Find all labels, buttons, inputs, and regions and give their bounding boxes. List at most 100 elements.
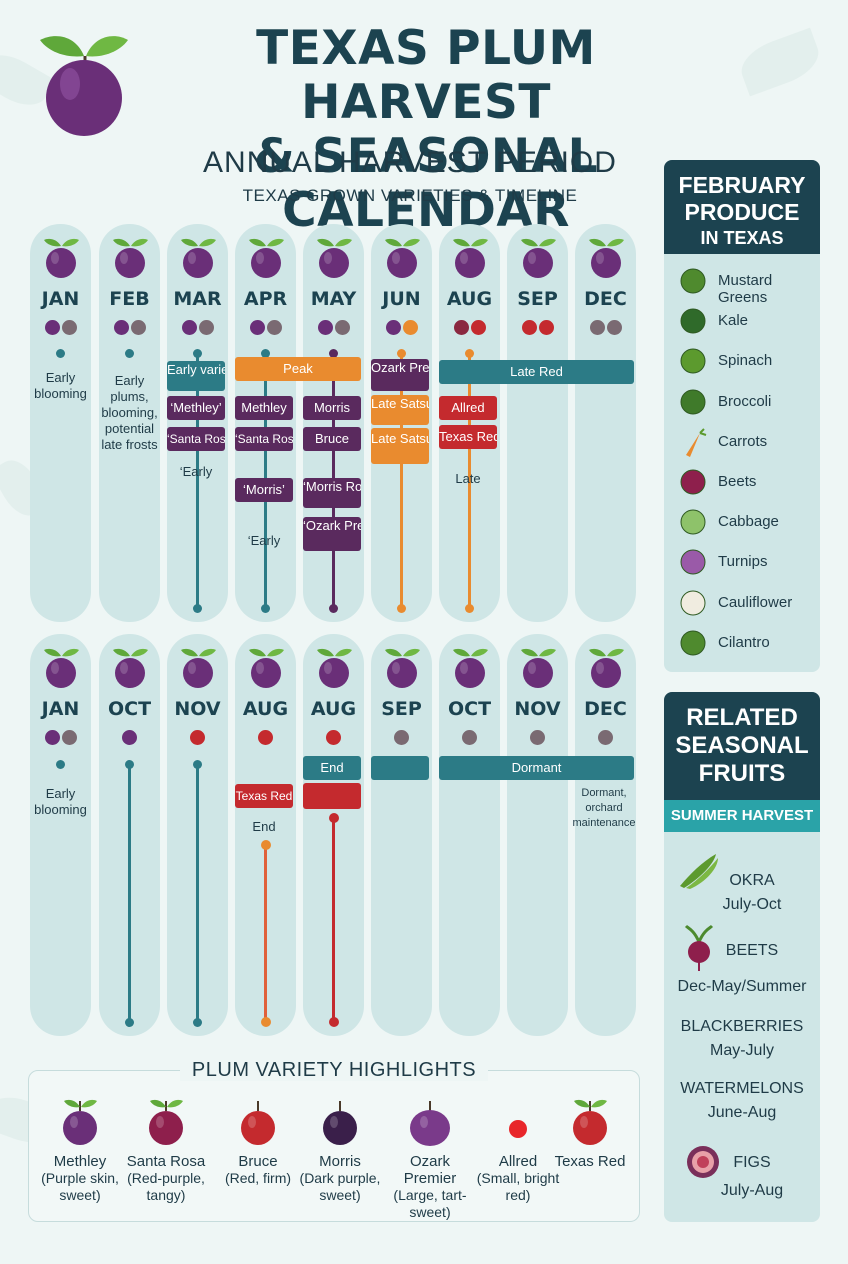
variety-plum-icon — [149, 1099, 183, 1145]
produce-label: Spinach — [718, 352, 773, 370]
timeline-end-dot — [465, 603, 474, 613]
plum-icon — [385, 238, 420, 278]
feb-title-1: FEBRUARY — [678, 172, 806, 198]
variety-item: Methley (Purple skin, sweet) — [35, 1095, 125, 1204]
plum-icon — [521, 648, 556, 688]
produce-label: Cilantro — [718, 633, 770, 651]
tag-peak: Peak — [235, 357, 361, 381]
related-blackberries-season: May-July — [709, 1042, 774, 1059]
related-okra-season: July-Oct — [722, 896, 782, 913]
related-title-1: RELATED — [686, 704, 798, 731]
produce-label: Broccoli — [718, 392, 772, 410]
month-label: DEC — [584, 698, 627, 720]
plum-icon — [589, 648, 624, 688]
variety-dot — [334, 320, 350, 335]
variety-dots — [30, 730, 91, 750]
tag-sep-teal — [371, 756, 429, 780]
tag-early-varieties: Early varieties — [167, 361, 225, 391]
variety-title-text: PLUM VARIETY HIGHLIGHTS — [179, 1059, 489, 1081]
month-label: NOV — [514, 698, 561, 720]
variety-name: Allred — [498, 1153, 538, 1170]
feb-produce-item: Kale — [678, 302, 818, 338]
variety-dots — [507, 730, 568, 750]
february-panel-header: FEBRUARY PRODUCE IN TEXAS — [664, 160, 820, 254]
produce-icon — [680, 509, 706, 535]
variety-dot — [589, 320, 605, 335]
timeline-dot — [56, 759, 65, 769]
tag-ozark-premier: Ozark Premier — [371, 359, 429, 391]
variety-dot — [181, 320, 197, 335]
plum-icon — [113, 648, 148, 688]
variety-dots — [167, 730, 228, 750]
variety-description: (Small, bright red) — [476, 1170, 560, 1203]
variety-dot — [130, 320, 146, 335]
variety-dot — [538, 320, 554, 335]
background-leaf — [734, 27, 826, 97]
variety-item: Allred (Small, bright red) — [473, 1095, 563, 1204]
timeline-dot — [261, 348, 270, 358]
timeline-line-aug-1 — [264, 845, 267, 1022]
variety-dot — [113, 320, 129, 335]
tag-morris: Morris — [303, 396, 361, 420]
variety-highlights-title: PLUM VARIETY HIGHLIGHTS — [29, 1059, 639, 1082]
variety-item: Bruce (Red, firm) — [213, 1095, 303, 1187]
produce-icon — [680, 348, 706, 374]
variety-dots — [235, 320, 296, 340]
timeline-line-oct — [128, 764, 131, 1022]
variety-dots — [235, 730, 296, 750]
timeline-end-dot — [261, 603, 270, 613]
produce-label: Kale — [718, 312, 749, 330]
produce-icon — [680, 469, 706, 495]
related-blackberries-name: BLACKBERRIES — [680, 1018, 804, 1035]
timeline-end-dot — [260, 1017, 271, 1027]
variety-plum-icon — [323, 1101, 357, 1145]
variety-dot — [317, 320, 333, 335]
plum-icon — [44, 648, 79, 688]
produce-label: Mustard Greens — [718, 272, 773, 306]
month-column-row2-nov: NOV — [507, 634, 568, 1036]
note-aug-end: End — [252, 819, 276, 834]
variety-name: Morris — [319, 1153, 361, 1170]
plum-icon — [317, 238, 352, 278]
produce-label: Cabbage — [718, 513, 779, 531]
variety-dot — [258, 730, 273, 745]
plum-icon — [113, 238, 148, 278]
variety-dots — [167, 320, 228, 340]
variety-item: Santa Rosa (Red-purple, tangy) — [121, 1095, 211, 1204]
tag-allred: Allred — [439, 396, 497, 420]
variety-dot — [198, 320, 214, 335]
month-label: AUG — [310, 698, 357, 720]
note-mar-early: ‘Early — [179, 464, 213, 479]
feb-produce-item: Mustard Greens — [678, 262, 818, 306]
month-column-row1-jan: JAN — [30, 224, 91, 622]
produce-icon — [680, 389, 706, 415]
month-label: FEB — [109, 288, 150, 310]
timeline-line-jun — [400, 353, 403, 608]
tag-late-satsuma-2: Late Satsuma — [371, 428, 429, 464]
variety-dots — [30, 320, 91, 340]
note-jan-row2: Early blooming — [34, 786, 87, 817]
beets-icon — [684, 924, 714, 971]
month-column-row1-sep: SEP — [507, 224, 568, 622]
plum-icon — [181, 238, 216, 278]
variety-dots — [575, 730, 636, 750]
related-figs-season: July-Aug — [720, 1182, 784, 1199]
variety-dot — [385, 320, 401, 335]
variety-name: Bruce — [238, 1153, 278, 1170]
timeline-dot — [329, 348, 338, 358]
plum-icon — [44, 238, 79, 278]
variety-name: Texas Red — [554, 1153, 626, 1170]
feb-produce-item: Turnips — [678, 543, 818, 579]
variety-dots — [371, 320, 432, 340]
timeline-end-dot — [193, 1017, 202, 1027]
plum-icon — [521, 238, 556, 278]
variety-dot — [122, 730, 137, 745]
related-panel-header: RELATED SEASONAL FRUITS — [664, 692, 820, 800]
produce-icon — [680, 549, 706, 575]
tag-dormant: Dormant — [439, 756, 634, 780]
timeline-dot — [125, 759, 134, 769]
tag-ozark-premisr: ‘Ozark Premisr — [303, 517, 361, 551]
variety-dot — [470, 320, 486, 335]
month-column-row2-jan: JAN — [30, 634, 91, 1036]
variety-highlights: PLUM VARIETY HIGHLIGHTS Methley (Purple s… — [28, 1059, 640, 1222]
